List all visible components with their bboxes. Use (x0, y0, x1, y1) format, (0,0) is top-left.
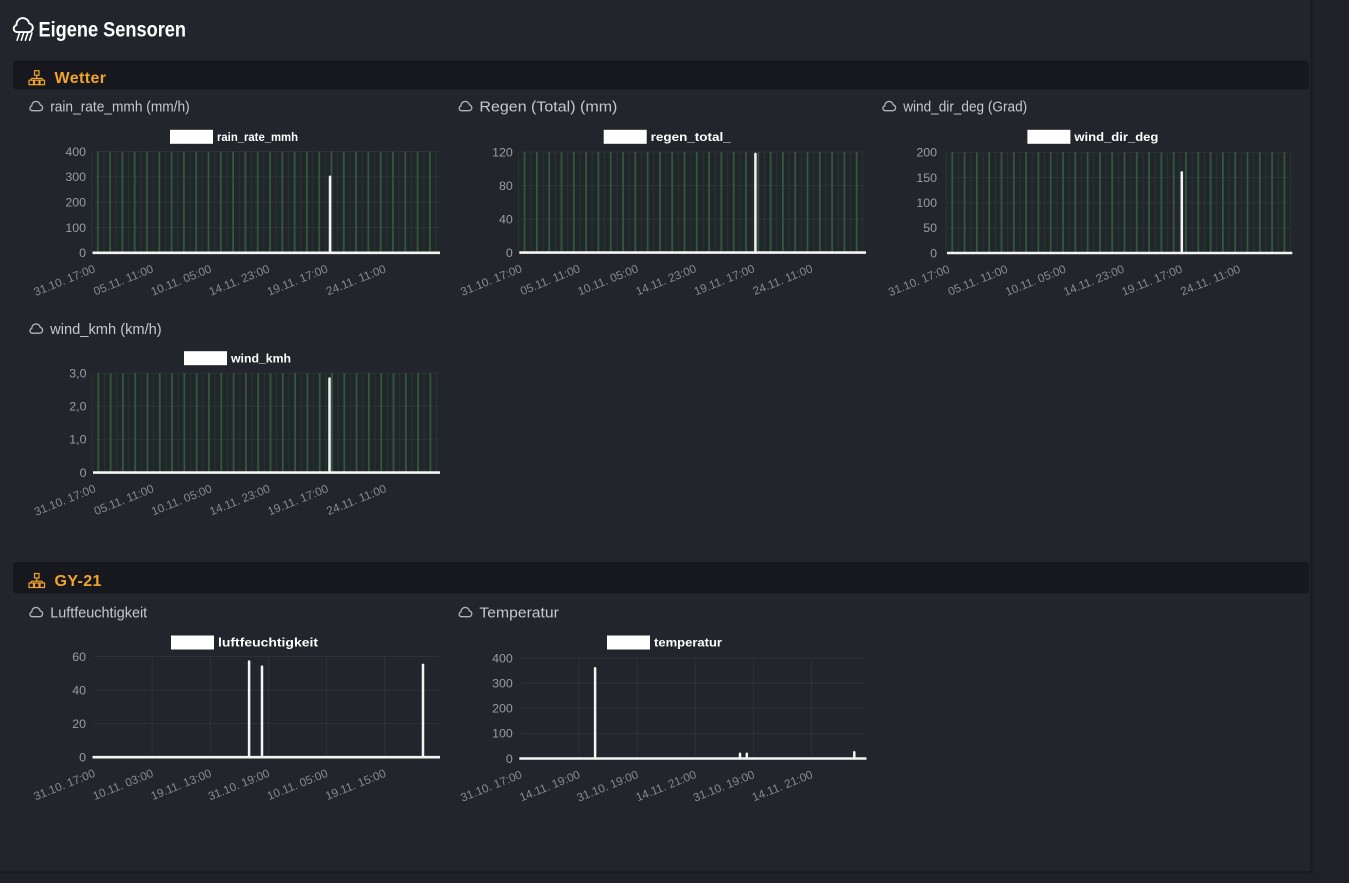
svg-text:400: 400 (492, 651, 513, 665)
svg-text:40: 40 (72, 683, 86, 697)
svg-text:60: 60 (72, 650, 86, 664)
svg-text:300: 300 (492, 676, 513, 690)
svg-text:luftfeuchtigkeit: luftfeuchtigkeit (218, 636, 318, 650)
svg-text:300: 300 (65, 170, 86, 184)
svg-text:1,0: 1,0 (69, 433, 86, 447)
svg-text:2,0: 2,0 (69, 400, 86, 414)
svg-text:rain_rate_mmh (mm/h): rain_rate_mmh (mm/h) (50, 100, 190, 116)
svg-text:Temperatur: Temperatur (479, 606, 559, 622)
svg-text:50: 50 (923, 221, 937, 235)
svg-text:wind_kmh: wind_kmh (230, 351, 291, 365)
svg-text:Wetter: Wetter (55, 70, 107, 87)
svg-text:0: 0 (80, 466, 87, 480)
svg-text:40: 40 (499, 212, 513, 226)
svg-text:temperatur: temperatur (654, 636, 722, 650)
svg-text:Eigene Sensoren: Eigene Sensoren (39, 18, 187, 41)
svg-text:wind_dir_deg: wind_dir_deg (1073, 130, 1158, 144)
svg-text:wind_kmh (km/h): wind_kmh (km/h) (49, 322, 162, 338)
svg-text:200: 200 (65, 196, 86, 210)
svg-text:wind_dir_deg (Grad): wind_dir_deg (Grad) (902, 100, 1027, 116)
svg-text:0: 0 (79, 751, 86, 765)
svg-text:0: 0 (930, 246, 937, 260)
svg-text:20: 20 (72, 717, 86, 731)
svg-text:200: 200 (492, 702, 513, 716)
svg-text:100: 100 (65, 221, 86, 235)
svg-text:Regen (Total) (mm): Regen (Total) (mm) (479, 100, 617, 116)
svg-text:200: 200 (916, 146, 937, 160)
svg-text:400: 400 (65, 145, 86, 159)
svg-text:120: 120 (492, 145, 513, 159)
svg-text:100: 100 (492, 727, 513, 741)
svg-text:GY-21: GY-21 (55, 573, 102, 590)
svg-text:regen_total_: regen_total_ (651, 130, 731, 144)
svg-text:rain_rate_mmh: rain_rate_mmh (217, 130, 298, 144)
svg-text:Luftfeuchtigkeit: Luftfeuchtigkeit (50, 606, 147, 622)
svg-text:3,0: 3,0 (69, 366, 86, 380)
svg-text:80: 80 (499, 179, 513, 193)
svg-text:0: 0 (79, 246, 86, 260)
svg-text:150: 150 (916, 171, 937, 185)
svg-text:100: 100 (916, 196, 937, 210)
svg-text:0: 0 (506, 752, 513, 766)
svg-text:0: 0 (506, 246, 513, 260)
